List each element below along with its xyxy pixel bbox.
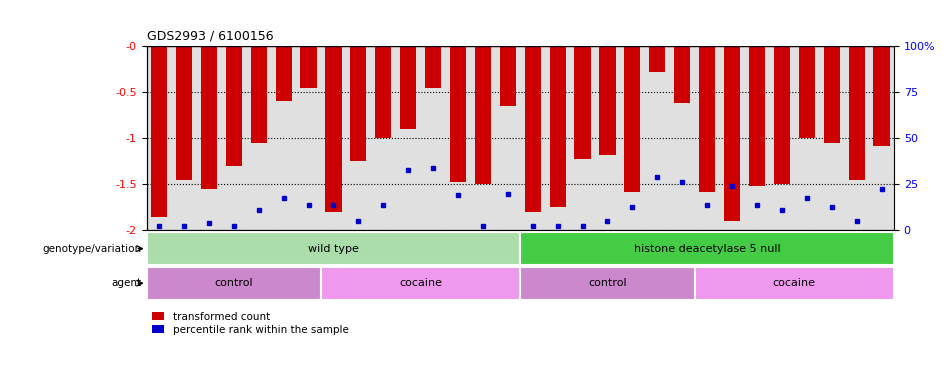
Bar <box>226 46 242 166</box>
Bar <box>147 232 520 265</box>
Bar <box>325 46 342 212</box>
Bar <box>520 267 694 300</box>
Bar <box>674 46 691 103</box>
Bar <box>450 46 466 182</box>
Bar <box>275 46 291 101</box>
Text: control: control <box>588 278 627 288</box>
Legend: transformed count, percentile rank within the sample: transformed count, percentile rank withi… <box>152 311 348 334</box>
Bar <box>824 46 840 143</box>
Bar <box>525 46 541 212</box>
Bar <box>151 46 167 217</box>
Bar <box>147 267 321 300</box>
Bar <box>849 46 865 180</box>
Bar <box>425 46 441 88</box>
Text: GDS2993 / 6100156: GDS2993 / 6100156 <box>147 29 273 42</box>
Text: cocaine: cocaine <box>773 278 815 288</box>
Text: wild type: wild type <box>308 243 359 254</box>
Text: histone deacetylase 5 null: histone deacetylase 5 null <box>634 243 780 254</box>
Bar <box>600 46 616 155</box>
Bar <box>301 46 317 88</box>
Text: genotype/variation: genotype/variation <box>43 243 142 254</box>
Bar <box>873 46 889 146</box>
Bar <box>321 267 520 300</box>
Text: cocaine: cocaine <box>399 278 442 288</box>
Bar <box>176 46 192 180</box>
Bar <box>400 46 416 129</box>
Bar <box>376 46 392 138</box>
Bar <box>699 46 715 192</box>
Text: control: control <box>215 278 254 288</box>
Bar <box>550 46 566 207</box>
Bar <box>574 46 590 159</box>
Bar <box>694 267 894 300</box>
Bar <box>749 46 765 186</box>
Bar <box>624 46 640 192</box>
Bar <box>649 46 665 72</box>
Bar <box>201 46 217 189</box>
Bar <box>774 46 790 184</box>
Bar <box>520 232 894 265</box>
Bar <box>724 46 740 221</box>
Bar <box>251 46 267 143</box>
Bar <box>798 46 815 138</box>
Bar <box>475 46 491 184</box>
Bar <box>499 46 516 106</box>
Bar <box>350 46 366 161</box>
Text: agent: agent <box>112 278 142 288</box>
